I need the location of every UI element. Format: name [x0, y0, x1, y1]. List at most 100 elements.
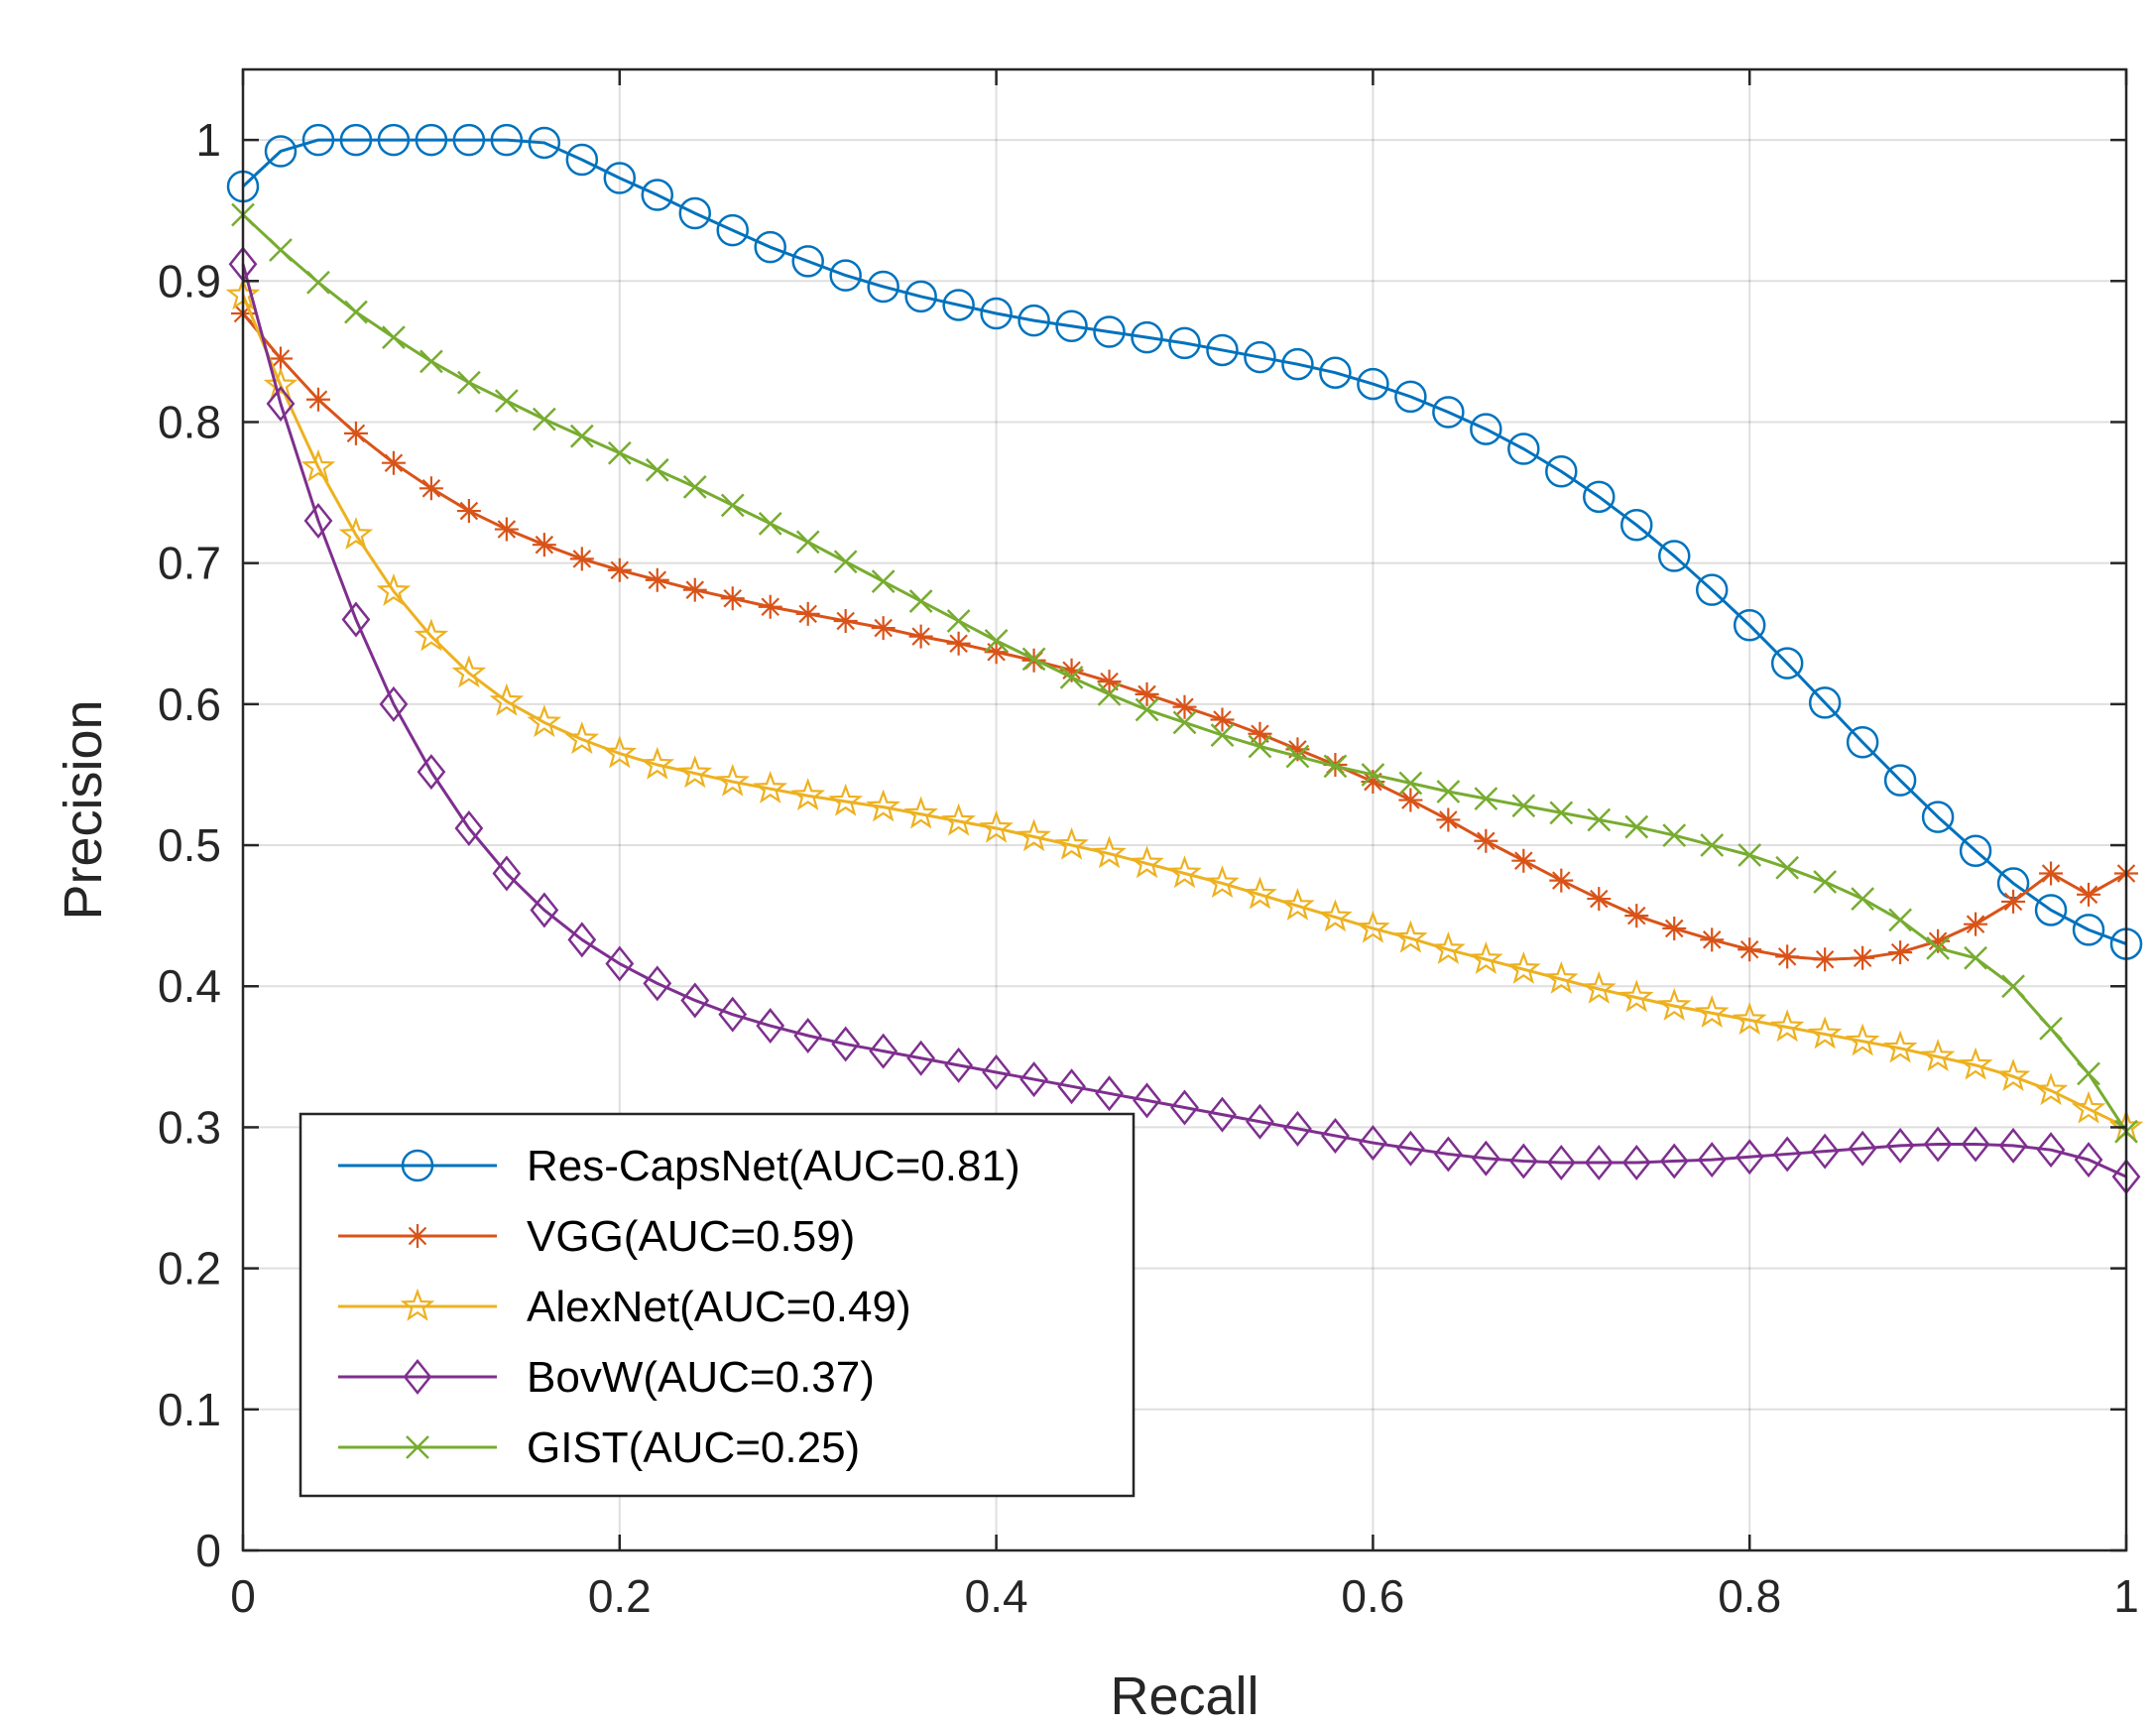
series-marker-diamond	[2074, 1142, 2103, 1178]
series-marker-diamond	[1170, 1089, 1199, 1126]
series-marker-pentagram	[828, 783, 864, 816]
series-4	[231, 202, 2138, 1144]
series-marker-cross	[1323, 754, 1348, 779]
series-marker-asterisk	[1662, 916, 1687, 940]
series-marker-circle	[716, 213, 749, 247]
series-marker-diamond	[454, 809, 484, 846]
series-3	[228, 246, 2141, 1195]
series-marker-asterisk	[1700, 927, 1725, 952]
series-marker-asterisk	[1926, 928, 1951, 953]
legend: Res-CapsNet(AUC=0.81) VGG(AUC=0.59) AlexNe…	[299, 1112, 1136, 1498]
series-marker-diamond	[341, 601, 371, 638]
series-marker-asterisk	[406, 1224, 429, 1248]
series-marker-cross	[269, 238, 293, 262]
series-marker-circle	[1921, 801, 1955, 833]
series-marker-circle	[1470, 413, 1502, 445]
series-marker-cross	[871, 569, 896, 594]
series-marker-asterisk	[1135, 681, 1159, 706]
series-marker-circle	[942, 289, 975, 321]
series-marker-cross	[1285, 744, 1310, 769]
series-marker-asterisk	[758, 594, 782, 619]
series-marker-asterisk	[343, 421, 368, 445]
series-marker-pentagram	[640, 746, 675, 780]
legend-item: Res-CapsNet(AUC=0.81)	[338, 1142, 1020, 1190]
series-marker-asterisk	[1549, 868, 1574, 893]
series-marker-circle	[1131, 320, 1163, 354]
series-marker-cross	[984, 628, 1009, 653]
series-marker-circle	[377, 123, 411, 157]
series-marker-asterisk	[2039, 861, 2064, 886]
series-marker-pentagram	[1280, 887, 1315, 921]
series-marker-asterisk	[419, 476, 443, 501]
series-marker-diamond	[530, 892, 559, 928]
series-marker-circle	[1846, 725, 1879, 759]
series-marker-pentagram	[1920, 1039, 1956, 1072]
series-marker-pentagram	[1656, 987, 1692, 1021]
series-marker-circle	[1657, 540, 1691, 572]
series-marker-cross	[382, 325, 406, 350]
series-marker-cross	[406, 1435, 429, 1459]
y-tick-label: 0.5	[158, 819, 221, 871]
series-marker-cross	[1737, 843, 1762, 867]
series-marker-circle	[2034, 894, 2068, 926]
series-marker-diamond	[1810, 1133, 1840, 1170]
legend-item: GIST(AUC=0.25)	[338, 1423, 860, 1472]
series-marker-asterisk	[607, 557, 632, 582]
series-marker-diamond	[1584, 1144, 1614, 1180]
series-marker-pentagram	[903, 796, 938, 829]
y-tick-label: 0.6	[158, 679, 221, 730]
x-tick-label: 0.8	[1718, 1570, 1781, 1622]
series-marker-pentagram	[1769, 1009, 1805, 1043]
series-marker-pentagram	[1243, 876, 1277, 910]
series-marker-diamond	[1659, 1143, 1689, 1179]
series-marker-pentagram	[1958, 1047, 1993, 1080]
series-marker-diamond	[1546, 1144, 1576, 1180]
series-marker-asterisk	[1964, 912, 1988, 936]
series-marker-pentagram	[1431, 931, 1466, 964]
series-marker-circle	[1093, 315, 1126, 348]
series-marker-cross	[569, 424, 594, 448]
series-marker-circle	[1394, 380, 1427, 414]
series-marker-diamond	[1471, 1140, 1500, 1176]
series-marker-circle	[1018, 304, 1050, 337]
series-marker-asterisk	[946, 631, 971, 656]
series-marker-diamond	[982, 1053, 1012, 1090]
series-marker-cross	[908, 589, 933, 613]
series-marker-cross	[2001, 974, 2025, 999]
legend-label: BovW(AUC=0.37)	[527, 1353, 875, 1402]
series-marker-asterisk	[908, 624, 933, 649]
series-marker-pentagram	[1505, 950, 1541, 984]
series-marker-diamond	[1961, 1126, 1990, 1163]
series-marker-cross	[1700, 833, 1725, 857]
series-marker-diamond	[403, 1358, 432, 1396]
series-marker-cross	[1059, 665, 1084, 689]
series-marker-cross	[833, 550, 858, 574]
series-marker-diamond	[869, 1033, 898, 1069]
series-marker-diamond	[1095, 1075, 1124, 1112]
series-marker-diamond	[1057, 1068, 1086, 1105]
series-marker-asterisk	[1851, 945, 1875, 970]
series-marker-circle	[528, 126, 561, 160]
x-tick-label: 0	[230, 1570, 256, 1622]
series-marker-circle	[301, 123, 335, 157]
x-tick-label: 0.6	[1341, 1570, 1404, 1622]
series-marker-cross	[758, 511, 782, 536]
series-marker-pentagram	[1845, 1023, 1880, 1056]
series-marker-circle	[603, 162, 637, 194]
x-tick-label: 0.4	[965, 1570, 1028, 1622]
series-marker-circle	[339, 123, 373, 157]
series-0	[226, 123, 2143, 960]
y-tick-label: 0.1	[158, 1384, 221, 1435]
series-marker-cross	[1172, 710, 1197, 735]
series-layer	[225, 123, 2144, 1195]
series-marker-diamond	[1019, 1061, 1048, 1098]
y-tick-label: 0	[195, 1525, 221, 1576]
series-marker-pentagram	[1318, 899, 1353, 932]
series-marker-diamond	[643, 965, 672, 1002]
series-marker-pentagram	[1017, 818, 1051, 852]
series-marker-cross	[1587, 807, 1612, 832]
series-marker-cross	[1097, 682, 1122, 706]
series-marker-circle	[1695, 573, 1729, 606]
series-marker-circle	[1357, 367, 1389, 401]
